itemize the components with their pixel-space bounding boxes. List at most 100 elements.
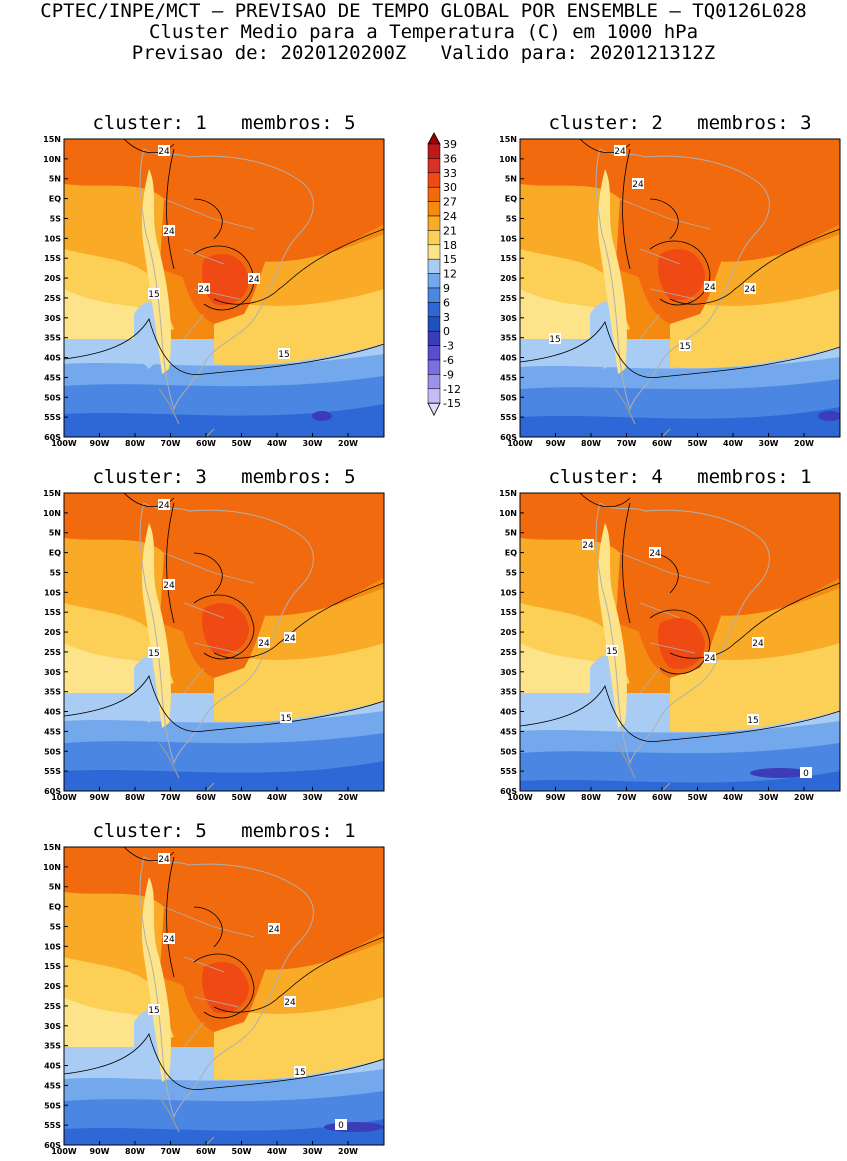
colorbar-label: -15 — [443, 397, 461, 410]
lat-label: EQ — [49, 903, 61, 912]
contour-label-box — [163, 225, 175, 236]
colorbar-label: 15 — [443, 253, 457, 266]
contour-label-box — [284, 632, 296, 643]
lat-label: 60S — [44, 433, 61, 442]
lat-label: 15S — [44, 962, 61, 971]
colorbar-label: 33 — [443, 167, 457, 180]
lat-label: 15N — [499, 489, 517, 498]
lon-label: 100W — [51, 439, 77, 448]
lat-label: 25S — [44, 1002, 61, 1011]
lat-label: 5S — [50, 568, 62, 577]
contour-label-box — [158, 499, 170, 510]
contour-label: 24 — [248, 275, 260, 285]
lon-label: 100W — [507, 793, 533, 802]
lat-label: 35S — [44, 688, 61, 697]
lon-label: 50W — [232, 1147, 252, 1156]
lat-label: 25S — [500, 294, 517, 303]
lat-label: EQ — [505, 549, 517, 558]
lat-label: EQ — [49, 195, 61, 204]
lat-label: 20S — [44, 274, 61, 283]
lon-label: 40W — [267, 793, 287, 802]
contour-label: 0 — [803, 769, 809, 779]
lat-label: 60S — [44, 1141, 61, 1150]
lat-label: 25S — [44, 294, 61, 303]
lat-label: 5S — [50, 922, 62, 931]
contour-label: 24 — [163, 581, 175, 591]
lon-label: 90W — [546, 793, 566, 802]
lat-label: 35S — [44, 334, 61, 343]
map-frame — [519, 492, 841, 792]
lon-label: 60W — [196, 1147, 216, 1156]
lon-label: 100W — [51, 793, 77, 802]
contour-label: 15 — [148, 649, 159, 659]
lat-label: 35S — [44, 1042, 61, 1051]
lon-label: 40W — [267, 1147, 287, 1156]
contour-label: 24 — [198, 285, 210, 295]
lat-label: 40S — [500, 354, 517, 363]
lat-label: EQ — [505, 195, 517, 204]
panel-title-4: cluster: 4 membros: 1 — [548, 466, 812, 488]
lat-label: 30S — [44, 314, 61, 323]
colorbar-label: 27 — [443, 196, 457, 209]
lon-label: 60W — [652, 439, 672, 448]
lon-label: 30W — [303, 439, 323, 448]
lon-label: 80W — [581, 439, 601, 448]
colorbar-label: -9 — [443, 368, 454, 381]
contour-label: 15 — [294, 1068, 305, 1078]
lat-label: 40S — [44, 354, 61, 363]
colorbar-label: 18 — [443, 239, 457, 252]
lat-label: 35S — [500, 688, 517, 697]
lat-label: 30S — [44, 1022, 61, 1031]
contour-label: 15 — [747, 716, 758, 726]
lat-label: 35S — [500, 334, 517, 343]
lat-label: 50S — [44, 1101, 61, 1110]
lon-label: 20W — [338, 1147, 358, 1156]
contour-label: 24 — [582, 541, 594, 551]
contour-label: 15 — [606, 647, 617, 657]
contour-label-box — [747, 714, 759, 725]
lat-label: 10N — [43, 509, 61, 518]
lat-label: 15N — [43, 135, 61, 144]
contour-label: 24 — [704, 283, 716, 293]
lat-label: 40S — [44, 1062, 61, 1071]
contour-label: 24 — [158, 501, 170, 511]
contour-label-box — [163, 579, 175, 590]
colorbar-label: 0 — [443, 325, 450, 338]
lon-label: 90W — [546, 439, 566, 448]
colorbar-label: -6 — [443, 354, 454, 367]
lat-label: 45S — [44, 727, 61, 736]
map-frame — [519, 138, 841, 438]
colorbar-label: 3 — [443, 311, 450, 324]
lat-label: 5S — [506, 214, 518, 223]
lat-label: 10S — [500, 234, 517, 243]
lon-label: 70W — [161, 439, 181, 448]
lon-label: 30W — [303, 793, 323, 802]
lat-label: 5N — [49, 529, 61, 538]
lat-label: 20S — [44, 628, 61, 637]
lat-label: 5S — [50, 214, 62, 223]
lon-label: 80W — [125, 793, 145, 802]
contour-label: 24 — [158, 855, 170, 865]
lat-label: 10N — [43, 155, 61, 164]
lat-label: 60S — [500, 787, 517, 796]
contour-label: 24 — [268, 925, 280, 935]
colorbar-label: 30 — [443, 181, 457, 194]
lat-label: 50S — [44, 393, 61, 402]
lat-label: EQ — [49, 549, 61, 558]
lon-label: 90W — [90, 439, 110, 448]
contour-label: 24 — [163, 935, 175, 945]
contour-label-box — [614, 145, 626, 156]
lat-label: 30S — [44, 668, 61, 677]
contour-label-box — [158, 853, 170, 864]
lat-label: 30S — [500, 314, 517, 323]
contour-label-box — [148, 288, 160, 299]
colorbar-segment — [427, 201, 441, 217]
lat-label: 20S — [44, 982, 61, 991]
lat-label: 55S — [500, 413, 517, 422]
header-line-1: CPTEC/INPE/MCT – PREVISAO DE TEMPO GLOBA… — [40, 0, 807, 22]
contour-label-box — [268, 923, 280, 934]
lat-label: 50S — [44, 747, 61, 756]
lat-label: 10N — [499, 509, 517, 518]
contour-label-box — [280, 712, 292, 723]
lon-label: 20W — [794, 793, 814, 802]
